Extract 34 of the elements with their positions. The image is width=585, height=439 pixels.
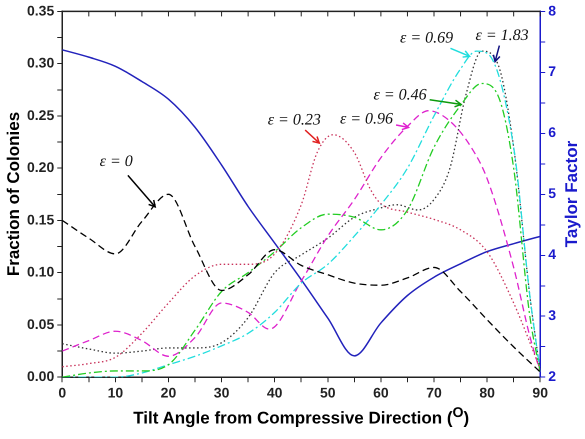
y2-tick-label: 5 [548, 185, 556, 202]
y2-tick-label: 2 [548, 368, 556, 384]
x-tick-label: 80 [479, 384, 496, 400]
y-tick-label: 0.00 [27, 368, 54, 384]
y-tick-label: 0.05 [27, 316, 54, 332]
annotation: ε = 1.83 [476, 26, 529, 44]
y-tick-label: 0.30 [27, 54, 54, 71]
y2-tick-label: 6 [548, 124, 556, 140]
x-tick-label: 0 [58, 384, 66, 400]
annotation: ε = 0.96 [340, 110, 394, 128]
annotation: ε = 0 [100, 153, 133, 170]
x-tick-label: 20 [160, 384, 176, 400]
x-tick-label: 90 [532, 384, 548, 400]
y2-tick-label: 8 [548, 2, 556, 18]
y-tick-label: 0.35 [27, 2, 54, 18]
y-tick-label: 0.25 [27, 106, 54, 123]
x-tick-label: 30 [214, 384, 230, 400]
y2-axis-title: Taylor Factor [562, 141, 582, 248]
x-tick-label: 50 [320, 384, 336, 400]
x-axis-title: Tilt Angle from Compressive Direction ($^{O}$) [133, 405, 470, 429]
x-tick-label: 40 [266, 384, 283, 400]
y2-tick-label: 7 [548, 63, 556, 80]
y-tick-label: 0.20 [27, 159, 54, 176]
annotation: ε = 0.23 [268, 111, 321, 128]
y-axis-title: Fraction of Colonies [4, 112, 24, 276]
x-tick-label: 70 [426, 384, 442, 400]
annotation: ε = 0.69 [400, 30, 454, 47]
annotation: ε = 0.46 [374, 86, 427, 104]
x-tick-label: 10 [108, 384, 124, 400]
y-tick-label: 0.10 [27, 264, 54, 280]
y-tick-label: 0.15 [27, 211, 54, 228]
y2-tick-label: 3 [548, 307, 556, 324]
y2-tick-label: 4 [548, 246, 556, 262]
x-tick-label: 60 [373, 384, 389, 400]
